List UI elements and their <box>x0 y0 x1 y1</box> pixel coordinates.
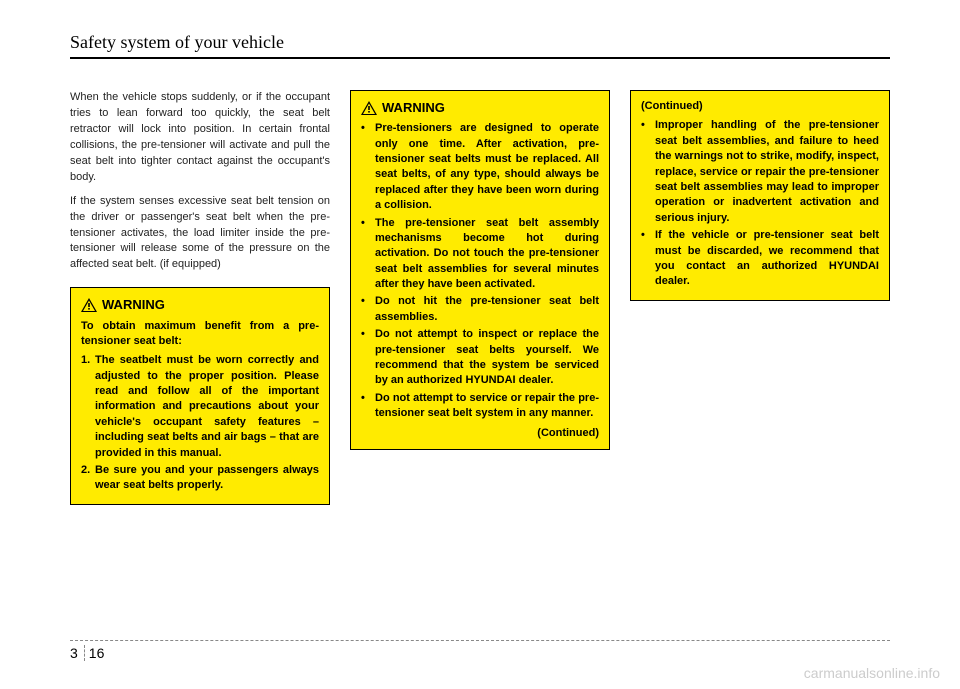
list-marker: 2. <box>81 463 95 494</box>
warning-triangle-icon <box>361 101 377 115</box>
list-marker: • <box>641 228 655 290</box>
warning-title: WARNING <box>102 296 165 314</box>
warning-continued: (Continued) <box>361 426 599 441</box>
list-text: Be sure you and your passengers always w… <box>95 463 319 494</box>
warning-box-1: WARNING To obtain maximum benefit from a… <box>70 287 330 504</box>
warning-item: • If the vehicle or pre-tensioner seat b… <box>641 228 879 290</box>
list-text: Do not hit the pre-tensioner seat belt a… <box>375 294 599 325</box>
list-text: Improper handling of the pre-tensioner s… <box>655 118 879 226</box>
column-1: When the vehicle stops suddenly, or if t… <box>70 90 330 619</box>
watermark: carmanualsonline.info <box>804 665 940 681</box>
warning-item: • Do not attempt to service or repair th… <box>361 391 599 422</box>
list-marker: • <box>641 118 655 226</box>
page-footer: 3 16 <box>70 640 890 661</box>
warning-item: • Do not hit the pre-tensioner seat belt… <box>361 294 599 325</box>
list-text: If the vehicle or pre-tensioner seat bel… <box>655 228 879 290</box>
list-text: The seatbelt must be worn correctly and … <box>95 353 319 461</box>
warning-item: 1. The seatbelt must be worn correctly a… <box>81 353 319 461</box>
page-header: Safety system of your vehicle <box>70 32 890 59</box>
body-paragraph-1: When the vehicle stops suddenly, or if t… <box>70 90 330 186</box>
warning-triangle-icon <box>81 298 97 312</box>
column-3: (Continued) • Improper handling of the p… <box>630 90 890 619</box>
list-marker: • <box>361 121 375 213</box>
warning-box-2: WARNING • Pre-tensioners are designed to… <box>350 90 610 450</box>
page-number: 16 <box>89 645 105 661</box>
warning-list-1: 1. The seatbelt must be worn correctly a… <box>81 353 319 494</box>
list-marker: • <box>361 327 375 389</box>
warning-header: WARNING <box>81 296 319 314</box>
warning-item: • The pre-tensioner seat belt assembly m… <box>361 216 599 293</box>
warning-intro: To obtain maximum benefit from a pre-ten… <box>81 319 319 350</box>
warning-item: • Improper handling of the pre-tensioner… <box>641 118 879 226</box>
list-text: The pre-tensioner seat belt assembly mec… <box>375 216 599 293</box>
list-text: Do not attempt to service or repair the … <box>375 391 599 422</box>
warning-item: 2. Be sure you and your passengers alway… <box>81 463 319 494</box>
warning-title: WARNING <box>382 99 445 117</box>
list-text: Do not attempt to inspect or replace the… <box>375 327 599 389</box>
warning-item: • Do not attempt to inspect or replace t… <box>361 327 599 389</box>
warning-list-2: • Pre-tensioners are designed to operate… <box>361 121 599 421</box>
warning-list-3: • Improper handling of the pre-tensioner… <box>641 118 879 289</box>
warning-item: • Pre-tensioners are designed to operate… <box>361 121 599 213</box>
content-area: When the vehicle stops suddenly, or if t… <box>70 90 890 619</box>
list-marker: • <box>361 216 375 293</box>
list-text: Pre-tensioners are designed to operate o… <box>375 121 599 213</box>
column-2: WARNING • Pre-tensioners are designed to… <box>350 90 610 619</box>
body-paragraph-2: If the system senses excessive seat belt… <box>70 194 330 274</box>
warning-box-3: (Continued) • Improper handling of the p… <box>630 90 890 301</box>
list-marker: 1. <box>81 353 95 461</box>
list-marker: • <box>361 294 375 325</box>
page-section-number: 3 <box>70 645 85 661</box>
list-marker: • <box>361 391 375 422</box>
warning-header: WARNING <box>361 99 599 117</box>
warning-continued-top: (Continued) <box>641 99 879 114</box>
page-title: Safety system of your vehicle <box>70 32 890 53</box>
